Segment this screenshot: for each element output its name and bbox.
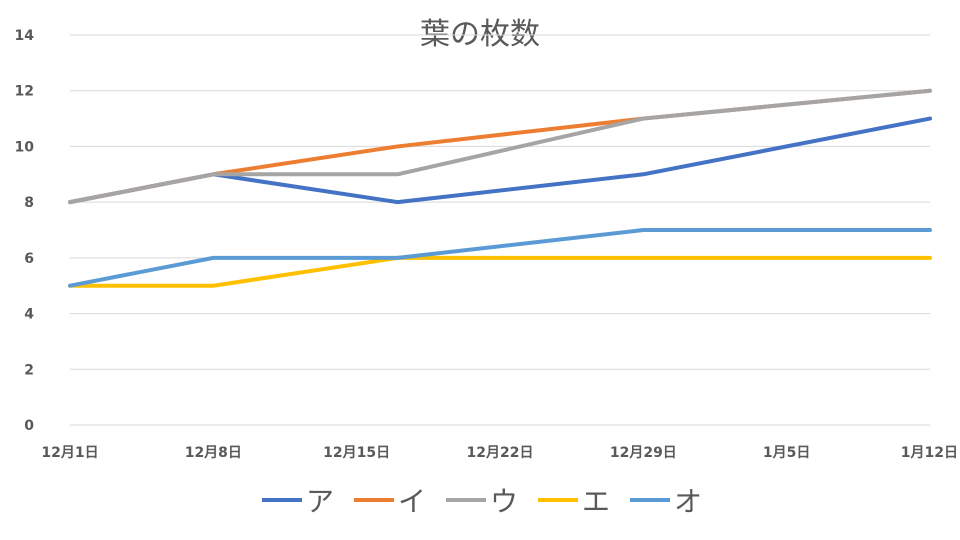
x-tick-label: 12月29日: [610, 445, 677, 461]
x-tick-label: 12月8日: [185, 445, 242, 461]
x-tick-label: 12月1日: [41, 445, 98, 461]
y-tick-label: 8: [24, 195, 34, 211]
series-line-3: [68, 88, 932, 205]
legend-label: ウ: [490, 485, 518, 518]
x-axis: 12月1日 12月8日 12月15日 12月22日 12月29日 1月5日 1月12日: [41, 445, 958, 461]
y-tick-label: 6: [24, 251, 34, 267]
series-line-5: [68, 228, 932, 288]
legend-label: エ: [582, 485, 610, 518]
x-tick-label: 12月22日: [467, 445, 534, 461]
y-tick-label: 4: [24, 307, 34, 323]
y-tick-label: 14: [15, 28, 35, 44]
y-tick-label: 0: [24, 418, 34, 434]
legend-label: オ: [674, 485, 702, 518]
y-tick-label: 10: [15, 139, 35, 155]
legend: アイウエオ: [262, 485, 702, 518]
x-tick-label: 12月15日: [323, 445, 390, 461]
x-tick-label: 1月12日: [901, 445, 958, 461]
y-axis: 0 2 4 6 8 10 12 14: [15, 28, 35, 434]
series-lines: [68, 88, 932, 288]
series-line-1: [68, 116, 932, 205]
legend-label: イ: [398, 485, 426, 518]
legend-label: ア: [306, 485, 334, 518]
y-tick-label: 12: [15, 84, 34, 100]
x-tick-label: 1月5日: [763, 445, 810, 461]
y-tick-label: 2: [24, 362, 34, 378]
